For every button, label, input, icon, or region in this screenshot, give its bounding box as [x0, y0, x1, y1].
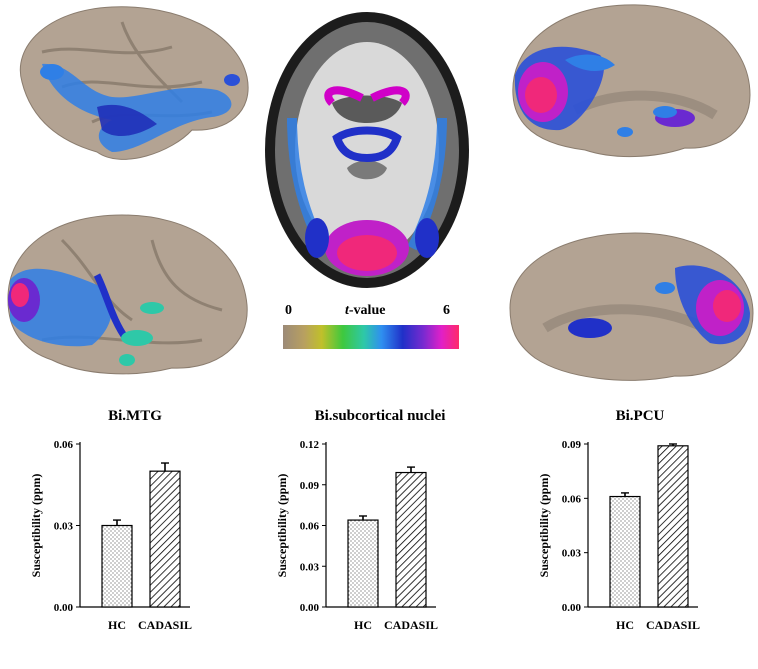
y-tick-label: 0.00 [54, 602, 74, 614]
y-tick-label: 0.09 [300, 480, 320, 492]
y-axis-label: Susceptibility (ppm) [29, 474, 43, 578]
x-tick-label: HC [616, 618, 634, 632]
chart-title-pcu: Bi.PCU [615, 408, 665, 424]
y-tick-label: 0.06 [562, 493, 582, 505]
colorbar-gradient [283, 325, 459, 349]
bar-cadasil [395, 471, 427, 608]
colorbar-max-label: 6 [443, 303, 450, 318]
y-tick-label: 0.03 [562, 548, 582, 560]
y-tick-label: 0.03 [54, 521, 74, 533]
y-tick-label: 0.00 [300, 602, 320, 614]
colorbar-min-label: 0 [285, 303, 292, 318]
y-tick-label: 0.00 [562, 602, 582, 614]
colorbar: 0 t-value 6 [283, 303, 459, 349]
bar-chart-pcu: Susceptibility (ppm) 0.00 0.03 0.06 0.09 HC CA… [537, 439, 700, 632]
brain-axial-slice [265, 12, 469, 288]
brain-right-medial [512, 4, 751, 158]
colorbar-title: t-value [345, 303, 386, 318]
bar-hc [347, 519, 379, 608]
chart-title-subcortical: Bi.subcortical nuclei [314, 408, 446, 424]
bar-hc [101, 524, 133, 608]
x-tick-label: CADASIL [384, 618, 438, 632]
y-tick-label: 0.09 [562, 439, 582, 451]
x-tick-label: HC [354, 618, 372, 632]
x-tick-label: CADASIL [646, 618, 700, 632]
x-tick-label: HC [108, 618, 126, 632]
y-tick-label: 0.03 [300, 561, 320, 573]
brain-right-lateral [7, 214, 248, 375]
bar-chart-mtg: Susceptibility (ppm) 0.00 0.03 0.06 HC CADASI… [29, 439, 192, 632]
y-tick-label: 0.12 [300, 439, 320, 451]
y-tick-label: 0.06 [54, 439, 74, 451]
bar-chart-subcortical: Susceptibility (ppm) 0.00 0.03 0.06 0.09 0.12… [275, 439, 438, 632]
chart-title-mtg: Bi.MTG [108, 408, 162, 424]
bar-cadasil [657, 445, 689, 608]
y-tick-label: 0.06 [300, 521, 320, 533]
x-tick-label: CADASIL [138, 618, 192, 632]
brain-left-lateral [19, 6, 249, 160]
y-axis-label: Susceptibility (ppm) [537, 474, 551, 578]
bar-hc [609, 495, 641, 608]
y-axis-label: Susceptibility (ppm) [275, 474, 289, 578]
brain-left-medial [509, 232, 754, 381]
bar-cadasil [149, 470, 181, 608]
